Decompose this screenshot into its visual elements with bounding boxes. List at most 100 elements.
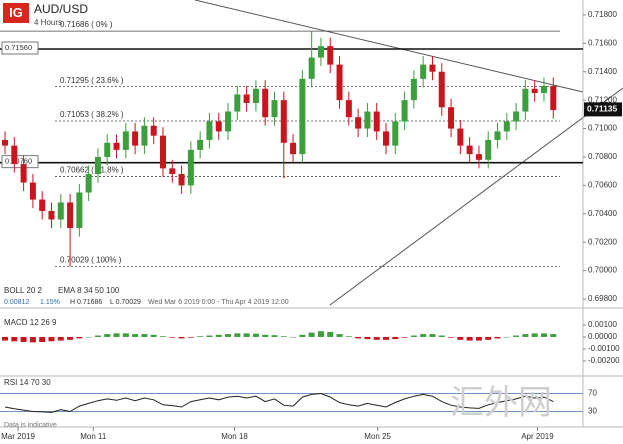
candle-body — [522, 88, 529, 112]
legend-high: H 0.71686 — [70, 299, 102, 306]
x-tick-label: Mon 25 — [364, 432, 391, 441]
macd-bar — [410, 335, 417, 337]
candle-body — [299, 78, 306, 155]
fib-label: 0.71295 ( 23.6% ) — [60, 76, 124, 85]
fib-label: 0.70662 ( 61.8% ) — [60, 166, 124, 175]
candle-body — [280, 100, 287, 143]
candle-body — [67, 202, 74, 229]
support-label-box — [1, 41, 39, 55]
macd-bar — [206, 335, 213, 337]
candle-body — [197, 139, 204, 150]
candle-body — [503, 121, 510, 132]
y-tick-label: 0.00000 — [588, 332, 617, 341]
candle-body — [513, 111, 520, 122]
y-tick-label: 0.70800 — [588, 152, 617, 161]
macd-bar — [290, 336, 297, 338]
candle-body — [234, 94, 241, 112]
macd-bar — [522, 334, 529, 337]
legend-low: L 0.70029 — [110, 299, 141, 306]
candle-body — [57, 202, 64, 220]
support-label: 0.70760 — [5, 157, 32, 166]
candle-body — [364, 111, 371, 129]
macd-bar — [336, 334, 343, 337]
macd-bar — [299, 334, 306, 337]
y-tick-label: 30 — [588, 407, 597, 416]
macd-bar — [429, 334, 436, 337]
candle-body — [104, 142, 111, 157]
macd-bar — [39, 336, 46, 342]
y-tick-label: 0.71200 — [588, 95, 617, 104]
macd-bar — [345, 336, 352, 337]
macd-bar — [364, 336, 371, 340]
y-tick-label: -0.00100 — [588, 344, 620, 353]
macd-bar — [85, 336, 92, 338]
legend-boll: BOLL 20 2 — [4, 286, 43, 295]
y-tick-label: 0.69800 — [588, 294, 617, 303]
macd-bar — [225, 334, 232, 337]
last-price-box — [584, 102, 622, 117]
candle-body — [475, 154, 482, 160]
fib-label: 0.71686 ( 0% ) — [60, 20, 113, 29]
candle-body — [39, 199, 46, 211]
candle-body — [485, 139, 492, 160]
macd-bar — [159, 336, 166, 337]
macd-bar — [48, 336, 55, 342]
macd-bar — [150, 334, 157, 337]
candle-body — [225, 111, 232, 132]
x-tick-label: Mon 18 — [221, 432, 248, 441]
logo: IG — [9, 5, 23, 20]
macd-bar — [383, 336, 390, 340]
macd-bar — [475, 336, 482, 341]
candle-body — [132, 131, 139, 146]
trend-line — [194, 0, 584, 93]
macd-bar — [373, 336, 380, 340]
rsi-line — [4, 392, 554, 413]
macd-bar — [466, 336, 473, 341]
candle-body — [531, 88, 538, 94]
macd-bar — [485, 336, 492, 340]
macd-bar — [104, 334, 111, 337]
candle-body — [271, 100, 278, 118]
candle-body — [401, 100, 408, 122]
candle-body — [29, 182, 36, 200]
candle-body — [327, 46, 334, 65]
candle-body — [48, 210, 55, 220]
macd-bar — [540, 333, 547, 337]
interval: 4 Hours — [34, 18, 62, 27]
macd-bar — [438, 335, 445, 337]
macd-bar — [308, 332, 315, 337]
macd-bar — [457, 336, 464, 340]
candle-body — [243, 94, 250, 103]
macd-bar — [215, 334, 222, 337]
macd-bar — [187, 336, 194, 338]
candle-body — [392, 121, 399, 146]
footer: Data is indicative — [4, 422, 57, 429]
candle-body — [215, 121, 222, 132]
macd-bar — [317, 331, 324, 337]
macd-bar — [141, 334, 148, 337]
candle-body — [159, 135, 166, 169]
support-label: 0.71560 — [5, 43, 32, 52]
candle-body — [85, 174, 92, 193]
macd-bar — [11, 336, 18, 342]
candle-body — [466, 145, 473, 155]
candle-body — [187, 149, 194, 186]
macd-bar — [57, 336, 64, 341]
y-tick-label: 0.70600 — [588, 180, 617, 189]
watermark: 汇外网 — [450, 384, 552, 422]
candle-body — [494, 131, 501, 140]
macd-bar — [94, 335, 101, 337]
macd-bar — [392, 336, 399, 340]
y-tick-label: 0.71600 — [588, 38, 617, 47]
macd-bar — [178, 336, 185, 339]
candle-body — [206, 121, 213, 140]
candle-body — [317, 46, 324, 58]
y-tick-label: -0.00200 — [588, 356, 620, 365]
macd-bar — [401, 336, 408, 338]
candle-body — [113, 142, 120, 150]
macd-bar — [550, 334, 557, 337]
macd-bar — [327, 331, 334, 337]
candle-body — [345, 100, 352, 118]
y-tick-label: 0.71800 — [588, 10, 617, 19]
